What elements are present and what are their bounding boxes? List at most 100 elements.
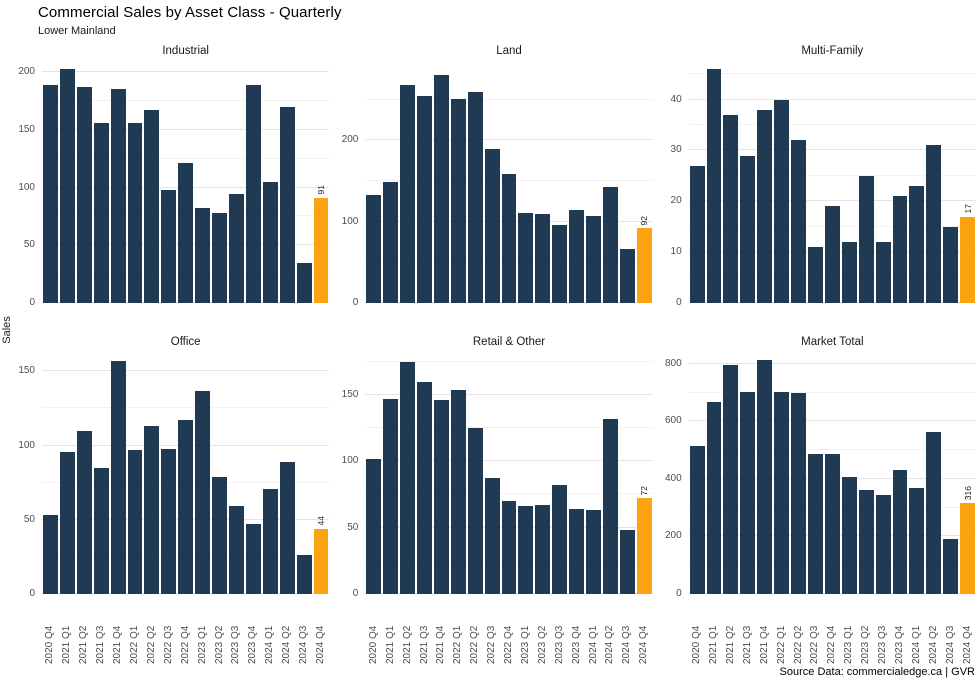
- x-tick-label: 2024 Q2: [604, 625, 616, 664]
- bar-slot-2023-Q3: [228, 64, 244, 303]
- bar-land-2021-Q4: [433, 75, 449, 303]
- bar-office-2020-Q4: [43, 515, 58, 594]
- panel-title-market-total: Market Total: [801, 336, 864, 348]
- bar-slot-2020-Q4: [366, 64, 382, 303]
- bar-land-2022-Q1: [450, 98, 466, 303]
- y-tick-label: 0: [676, 588, 682, 599]
- bar-slot-2022-Q1: [127, 355, 143, 594]
- bar-slot-2021-Q1: [383, 355, 399, 594]
- bar-industrial-2023-Q1: [195, 208, 211, 303]
- x-tick-cell: 2021 Q1: [383, 598, 398, 664]
- x-tick-cell: 2024 Q3: [943, 598, 958, 664]
- highlight-bar-market-total-2024-Q4: [960, 503, 976, 594]
- bar-slot-2022-Q3: [484, 355, 500, 594]
- bar-office-2021-Q2: [76, 430, 92, 594]
- bar-office-2023-Q2: [212, 476, 227, 594]
- x-tick-label: 2020 Q4: [367, 625, 379, 664]
- bar-slot-2024-Q3: [619, 355, 635, 594]
- x-tick-label: 2024 Q4: [961, 625, 973, 664]
- y-tick-label: 600: [664, 415, 682, 427]
- bar-slot-2024-Q3: [296, 64, 312, 303]
- bar-multi-family-2021-Q3: [740, 155, 756, 303]
- bar-slot-2024-Q1: [586, 64, 602, 303]
- y-tick-label: 0: [352, 588, 359, 599]
- major-gridline: [365, 393, 653, 395]
- y-tick-label: 30: [670, 144, 682, 156]
- y-axis-title: Sales: [1, 316, 13, 344]
- bar-slot-2021-Q3: [417, 64, 432, 303]
- minor-gridline: [42, 99, 330, 101]
- bar-multi-family-2023-Q1: [841, 241, 857, 303]
- bar-slot-2021-Q3: [93, 64, 109, 303]
- bar-market-total-2020-Q4: [689, 445, 705, 594]
- bar-slot-2022-Q4: [824, 355, 840, 594]
- x-tick-label: 2024 Q4: [638, 625, 650, 664]
- bar-multi-family-2022-Q1: [774, 99, 790, 303]
- bar-land-2024-Q2: [603, 186, 618, 303]
- y-tick-label: 10: [670, 246, 682, 258]
- major-gridline: [688, 420, 976, 422]
- bar-slot-2024-Q3: [943, 355, 959, 594]
- bar-slot-2022-Q3: [484, 64, 500, 303]
- bar-slot-2023-Q4: [245, 64, 261, 303]
- bar-multi-family-2022-Q4: [824, 206, 840, 303]
- y-tick-label: 800: [664, 357, 682, 369]
- x-tick-label: 2024 Q1: [910, 625, 922, 664]
- bar-market-total-2023-Q3: [875, 495, 891, 594]
- x-tick-cell: 2022 Q3: [161, 598, 176, 664]
- x-tick-label: 2021 Q4: [758, 625, 770, 664]
- x-tick-label: 2023 Q1: [843, 625, 855, 664]
- bar-slot-2022-Q1: [774, 355, 790, 594]
- x-tick-label: 2022 Q1: [128, 625, 140, 664]
- panel-title-multi-family: Multi-Family: [801, 45, 864, 57]
- x-tick-cell: 2023 Q3: [552, 598, 567, 664]
- bar-office-2023-Q4: [245, 524, 261, 594]
- bar-multi-family-2024-Q3: [943, 226, 959, 303]
- x-tick-cell: 2023 Q2: [212, 598, 227, 664]
- minor-gridline: [688, 174, 976, 176]
- bar-market-total-2023-Q4: [892, 470, 908, 594]
- bar-slot-2021-Q2: [723, 64, 739, 303]
- bar-multi-family-2021-Q2: [723, 114, 739, 303]
- bar-office-2024-Q3: [296, 555, 312, 594]
- bar-office-2022-Q4: [178, 420, 194, 594]
- bar-slot-2023-Q3: [552, 355, 568, 594]
- bar-slot-2020-Q4: [43, 64, 58, 303]
- bar-slot-2023-Q2: [858, 355, 874, 594]
- bar-slot-2021-Q1: [706, 355, 722, 594]
- facet-grid: Industrial 0 50 100 150 200 91 Land 0 100 200 92 Mul…: [14, 38, 976, 664]
- bar-market-total-2022-Q3: [808, 453, 823, 594]
- bar-slot-2021-Q1: [706, 64, 722, 303]
- bar-multi-family-2024-Q2: [926, 145, 942, 303]
- bar-multi-family-2023-Q3: [875, 241, 891, 303]
- bar-retail-other-2023-Q3: [552, 485, 568, 594]
- x-tick-cell: 2022 Q4: [502, 598, 517, 664]
- bar-slot-2020-Q4: [689, 355, 705, 594]
- major-gridline: [365, 460, 653, 462]
- x-tick-label: 2021 Q4: [112, 625, 124, 664]
- bar-land-2022-Q2: [467, 92, 483, 303]
- bar-slot-2024-Q3: [296, 355, 312, 594]
- bar-multi-family-2023-Q2: [858, 175, 874, 303]
- bar-industrial-2021-Q2: [76, 87, 92, 303]
- bar-market-total-2024-Q3: [943, 539, 959, 594]
- bar-slot-2024-Q3: [943, 64, 959, 303]
- bar-market-total-2021-Q1: [706, 402, 722, 594]
- bar-multi-family-2022-Q3: [808, 247, 823, 303]
- bar-slot-2023-Q2: [212, 64, 227, 303]
- facet-panel-multi-family: Multi-Family 0 10 20 30 40 17: [661, 38, 976, 308]
- bar-slot-2023-Q4: [892, 355, 908, 594]
- bar-slot-2024-Q1: [909, 355, 925, 594]
- x-tick-cell: 2023 Q1: [195, 598, 210, 664]
- bar-slot-2022-Q3: [808, 64, 823, 303]
- bar-office-2024-Q2: [279, 461, 295, 594]
- bar-multi-family-2022-Q2: [791, 140, 806, 303]
- bar-retail-other-2024-Q1: [586, 510, 602, 594]
- plot-area-market-total: 316: [688, 355, 976, 594]
- major-gridline: [688, 362, 976, 364]
- bar-slot-2022-Q4: [824, 64, 840, 303]
- x-tick-cell: 2023 Q1: [842, 598, 857, 664]
- bar-slot-2024-Q1: [262, 64, 278, 303]
- bar-industrial-2023-Q3: [228, 194, 244, 303]
- bar-industrial-2022-Q3: [161, 189, 177, 303]
